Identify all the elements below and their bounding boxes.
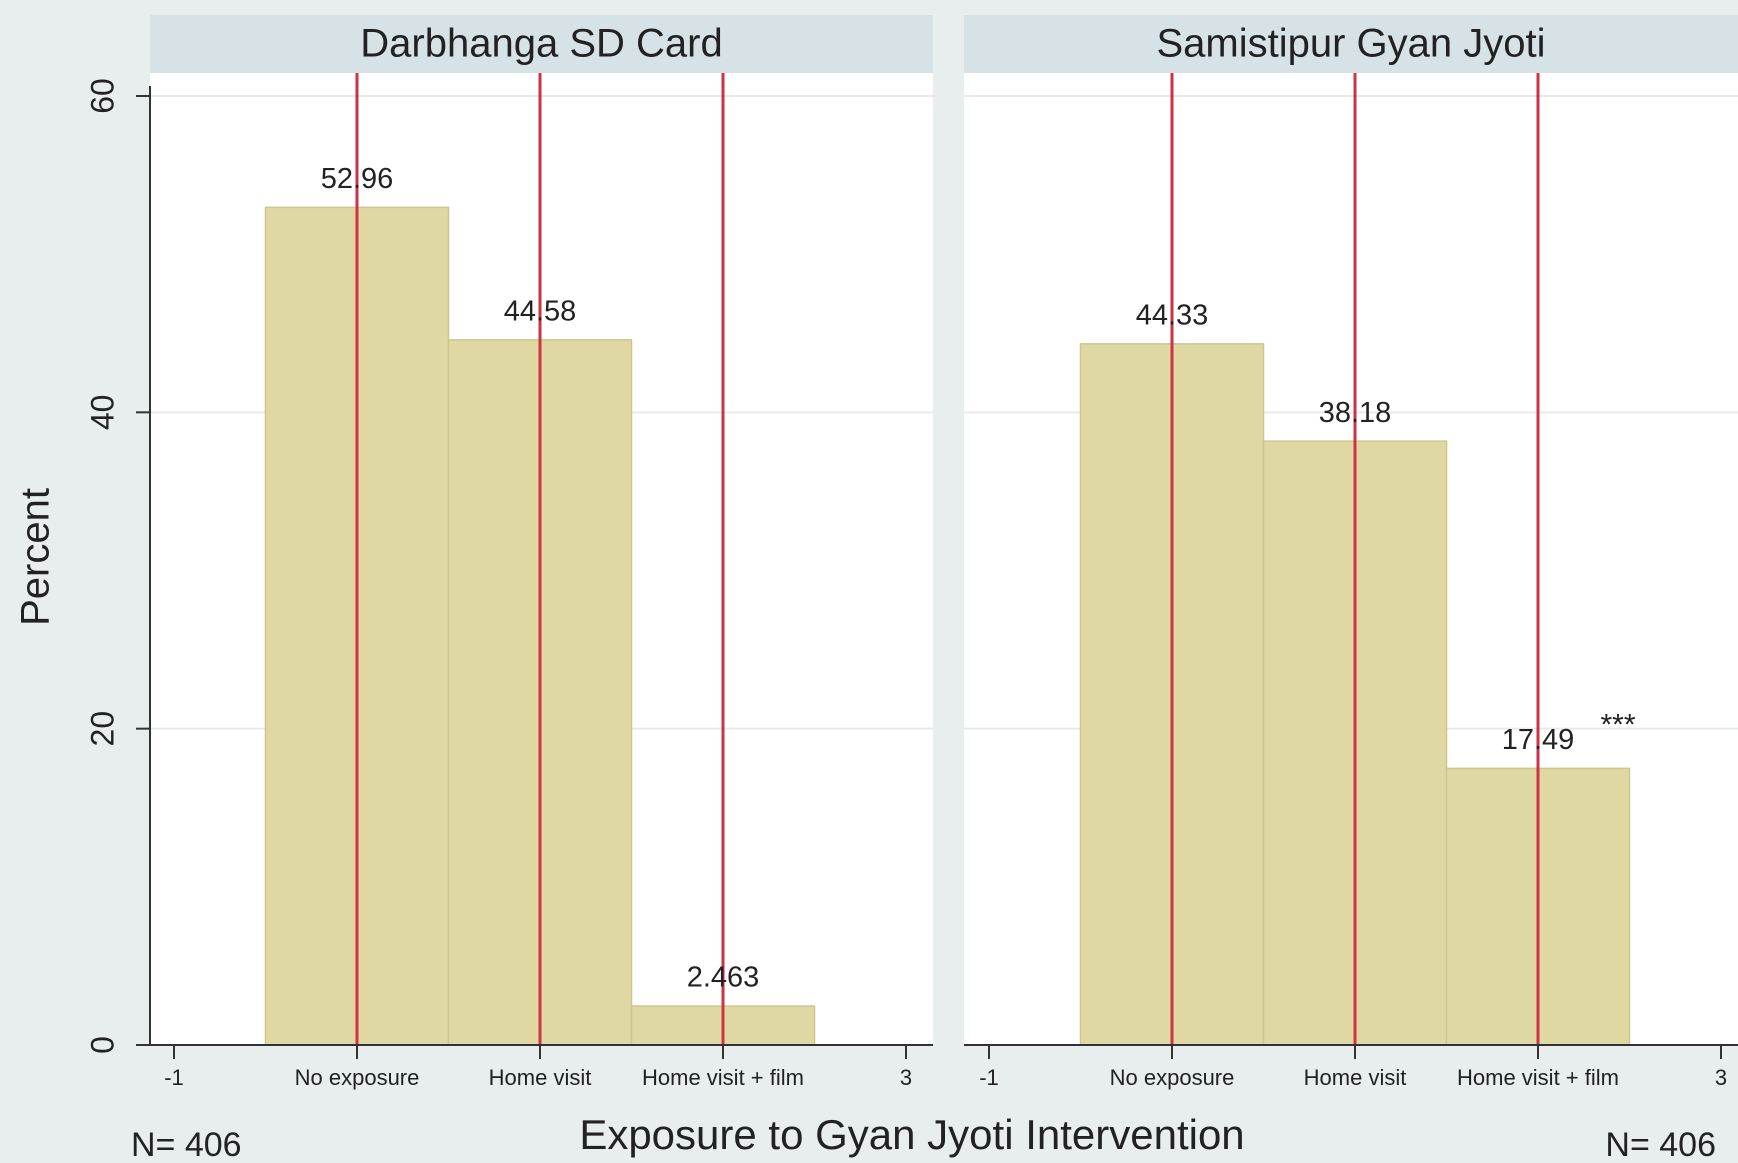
x-tick-label: No exposure — [295, 1065, 420, 1090]
x-tick-label: Home visit — [1304, 1065, 1407, 1090]
panel-title: Samistipur Gyan Jyoti — [1156, 22, 1545, 66]
panel-header — [150, 15, 933, 73]
value-label: 17.49 — [1502, 724, 1575, 756]
x-tick-label: 3 — [1715, 1065, 1727, 1090]
value-label: 2.463 — [687, 962, 760, 994]
x-tick-label: Home visit — [489, 1065, 592, 1090]
y-tick-label: 40 — [84, 395, 120, 431]
value-label: 44.58 — [504, 296, 577, 328]
x-axis-label: Exposure to Gyan Jyoti Intervention — [579, 1111, 1244, 1158]
y-tick-label: 60 — [84, 78, 120, 114]
sample-size-note: N= 406 — [1605, 1126, 1716, 1163]
value-label: 52.96 — [321, 163, 394, 195]
y-tick-label: 0 — [84, 1036, 120, 1054]
annotation: *** — [1600, 708, 1635, 741]
sample-size-note: N= 406 — [131, 1126, 242, 1163]
x-tick-label: No exposure — [1110, 1065, 1235, 1090]
panel-title: Darbhanga SD Card — [360, 22, 722, 66]
x-tick-label: -1 — [164, 1065, 184, 1090]
y-axis-label: Percent — [14, 488, 58, 626]
x-tick-label: Home visit + film — [642, 1065, 804, 1090]
x-tick-label: 3 — [900, 1065, 912, 1090]
value-label: 38.18 — [1319, 397, 1392, 429]
x-tick-label: Home visit + film — [1457, 1065, 1619, 1090]
panel-header — [964, 15, 1738, 73]
y-tick-label: 20 — [84, 711, 120, 747]
value-label: 44.33 — [1136, 300, 1209, 332]
x-tick-label: -1 — [979, 1065, 999, 1090]
